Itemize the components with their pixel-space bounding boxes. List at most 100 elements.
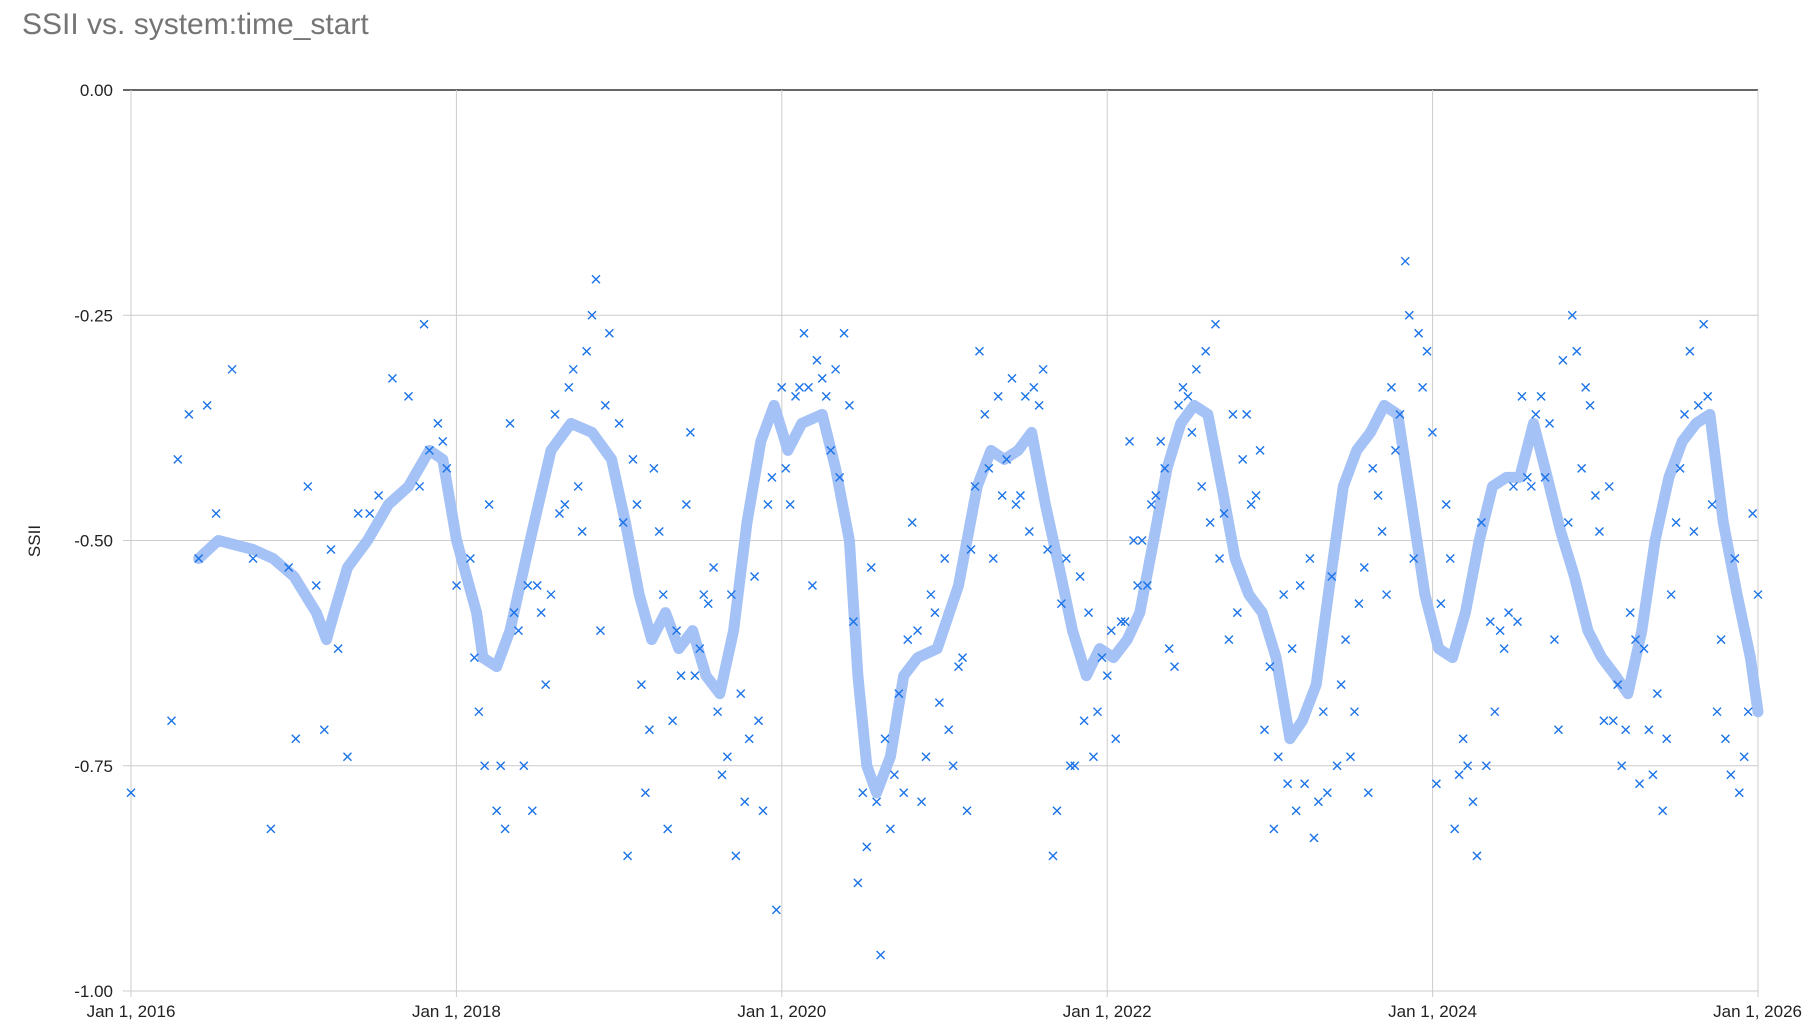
scatter-point [1106, 626, 1116, 636]
scatter-point [988, 554, 998, 564]
scatter-point [974, 346, 984, 356]
scatter-point [1313, 797, 1323, 807]
scatter-point [1322, 788, 1332, 798]
scatter-point [1373, 490, 1383, 500]
scatter-point [1291, 806, 1301, 816]
y-tick-label: -0.25 [74, 306, 113, 325]
scatter-point [1327, 572, 1337, 582]
scatter-point [1526, 481, 1536, 491]
scatter-point [1349, 707, 1359, 717]
scatter-point [573, 481, 583, 491]
scatter-point [442, 463, 452, 473]
scatter-point [835, 472, 845, 482]
scatter-point [1224, 635, 1234, 645]
scatter-point [654, 526, 664, 536]
scatter-point [944, 725, 954, 735]
scatter-point [1577, 463, 1587, 473]
scatter-point [365, 508, 375, 518]
scatter-point [126, 788, 136, 798]
scatter-point [1386, 382, 1396, 392]
scatter-point [527, 806, 537, 816]
scatter-point [1404, 310, 1414, 320]
scatter-point [1129, 536, 1139, 545]
scatter-point [1273, 752, 1283, 762]
scatter-point [913, 626, 923, 636]
scatter-point [513, 626, 523, 636]
scatter-point [740, 797, 750, 807]
scatter-point [419, 319, 429, 329]
scatter-point [194, 554, 204, 564]
scatter-point [519, 761, 529, 771]
scatter-point [387, 373, 397, 383]
scatter-point [333, 644, 343, 654]
y-tick-label: 0.00 [80, 81, 113, 100]
scatter-point [1436, 599, 1446, 609]
scatter-point [311, 581, 321, 591]
scatter-point [1029, 382, 1039, 392]
scatter-point [803, 382, 813, 392]
scatter-point [1454, 770, 1464, 780]
x-tick-label: Jan 1, 2026 [1713, 1002, 1802, 1021]
scatter-point [934, 698, 944, 708]
scatter-point [785, 499, 795, 509]
scatter-point [958, 653, 968, 663]
scatter-point [167, 716, 177, 726]
y-tick-label: -1.00 [74, 982, 113, 1001]
scatter-point [1097, 653, 1107, 663]
scatter-point [649, 463, 659, 473]
scatter-point [523, 581, 533, 591]
scatter-point [1631, 635, 1641, 645]
scatter-point [713, 707, 723, 717]
scatter-point [1739, 752, 1749, 762]
scatter-point [1558, 355, 1568, 365]
scatter-point [872, 797, 882, 807]
scatter-point [1020, 391, 1030, 401]
scatter-point [1549, 635, 1559, 645]
scatter-point [1720, 734, 1730, 744]
smoothed-line-layer [193, 399, 1764, 799]
scatter-point [970, 481, 980, 491]
scatter-point [492, 806, 502, 816]
scatter-point [1485, 617, 1495, 627]
scatter-point [1183, 391, 1193, 401]
scatter-point [1038, 364, 1048, 374]
scatter-point [1024, 526, 1034, 536]
scatter-point [1400, 256, 1410, 266]
scatter-point [1703, 391, 1713, 401]
scatter-point [1088, 752, 1098, 762]
scatter-point [1712, 707, 1722, 717]
scatter-point [577, 526, 587, 536]
scatter-point [866, 563, 876, 573]
scatter-point [1418, 382, 1428, 392]
scatter-point [623, 851, 633, 861]
scatter-point [1553, 725, 1563, 735]
scatter-point [1125, 436, 1135, 446]
scatter-point [1468, 797, 1478, 807]
scatter-point [1377, 526, 1387, 536]
scatter-point [844, 400, 854, 410]
scatter-point [582, 346, 592, 356]
scatter-point [812, 355, 822, 365]
scatter-point [326, 545, 336, 555]
scatter-point [1476, 517, 1486, 527]
scatter-point [1414, 328, 1424, 338]
scatter-point [1625, 608, 1635, 618]
scatter-point [1279, 590, 1289, 600]
scatter-point [690, 671, 700, 681]
scatter-point [1084, 608, 1094, 618]
scatter-point [433, 418, 443, 428]
scatter-point [1743, 707, 1753, 717]
scatter-point [880, 734, 890, 744]
scatter-point [541, 680, 551, 690]
scatter-point [1318, 707, 1328, 717]
scatter-point [211, 508, 221, 518]
scatter-point [1531, 409, 1541, 419]
scatter-point [550, 409, 560, 419]
scatter-point [1309, 833, 1319, 843]
scatter-point [1170, 662, 1180, 672]
scatter-point [663, 824, 673, 834]
scatter-point [1495, 626, 1505, 636]
scatter-point [484, 499, 494, 509]
